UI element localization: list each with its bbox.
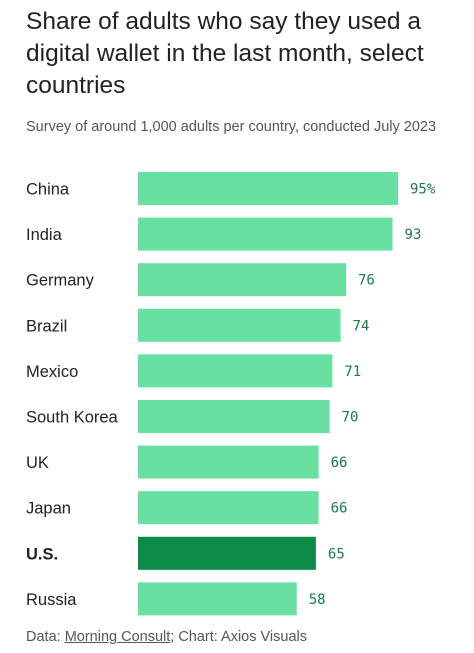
value-label-china: 95% [410,182,436,198]
value-label-u-s: 65 [328,546,345,562]
bar-south-korea [138,400,330,433]
bar-china [138,172,398,205]
source-note: Data: Morning Consult; Chart: Axios Visu… [26,629,307,645]
category-label-u-s: U.S. [26,545,58,563]
value-label-germany: 76 [358,273,375,289]
category-label-china: China [26,181,70,199]
category-label-mexico: Mexico [26,363,78,381]
category-label-south-korea: South Korea [26,409,119,427]
category-label-russia: Russia [26,591,77,609]
category-label-japan: Japan [26,500,71,518]
source-prefix: Data: [26,629,65,645]
bar-japan [138,491,319,525]
bar-mexico [138,354,333,388]
value-label-brazil: 74 [353,318,370,334]
chart-credit: ; Chart: Axios Visuals [170,629,308,645]
source-link[interactable]: Morning Consult [64,629,171,645]
category-label-uk: UK [26,454,49,472]
value-label-russia: 58 [309,592,326,608]
category-label-india: India [26,226,63,244]
bar-brazil [138,308,341,342]
bar-uk [138,445,319,479]
value-label-japan: 66 [331,501,348,517]
category-label-germany: Germany [26,272,95,290]
value-label-mexico: 71 [344,364,361,380]
bar-chart: China 95% India 93 Germany 76 Brazil 74 Mexico 71… [26,172,436,616]
chart-subtitle: Survey of around 1,000 adults per countr… [26,119,437,135]
value-label-uk: 66 [331,455,348,471]
chart-title: Share of adults who say they used a digi… [26,8,424,99]
bar-u-s [138,536,316,570]
bar-germany [138,263,346,297]
bar-india [138,217,393,251]
value-label-south-korea: 70 [342,410,359,426]
category-label-brazil: Brazil [26,317,67,335]
value-label-india: 93 [405,227,422,243]
bar-russia [138,582,297,616]
